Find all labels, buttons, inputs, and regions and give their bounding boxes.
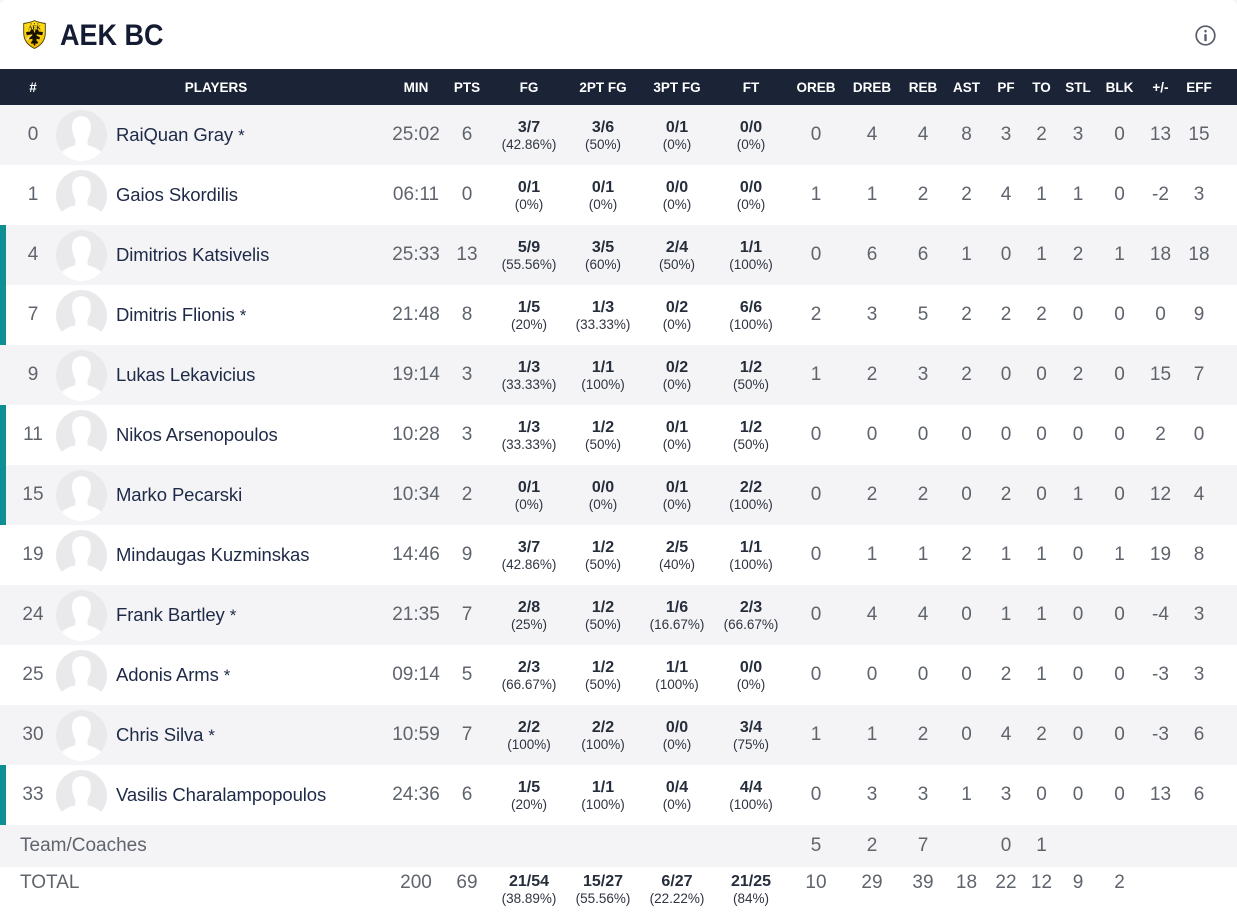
svg-text:AEK: AEK bbox=[28, 25, 41, 31]
